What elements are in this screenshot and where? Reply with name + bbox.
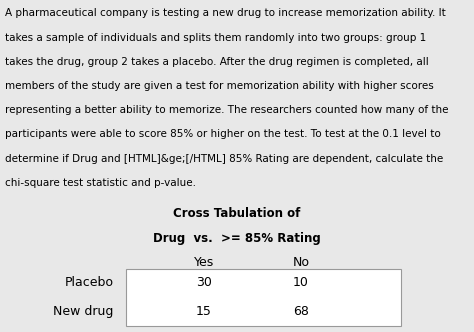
Text: determine if Drug and [HTML]&ge;[/HTML] 85% Rating are dependent, calculate the: determine if Drug and [HTML]&ge;[/HTML] … bbox=[5, 154, 443, 164]
Text: takes the drug, group 2 takes a placebo. After the drug regimen is completed, al: takes the drug, group 2 takes a placebo.… bbox=[5, 57, 428, 67]
Text: 15: 15 bbox=[196, 305, 212, 318]
Text: Yes: Yes bbox=[194, 256, 214, 269]
Text: members of the study are given a test for memorization ability with higher score: members of the study are given a test fo… bbox=[5, 81, 434, 91]
Text: Placebo: Placebo bbox=[65, 277, 114, 290]
Text: chi-square test statistic and p-value.: chi-square test statistic and p-value. bbox=[5, 178, 196, 188]
Text: A pharmaceutical company is testing a new drug to increase memorization ability.: A pharmaceutical company is testing a ne… bbox=[5, 8, 446, 18]
Text: takes a sample of individuals and splits them randomly into two groups: group 1: takes a sample of individuals and splits… bbox=[5, 33, 426, 42]
Text: 30: 30 bbox=[196, 277, 212, 290]
Text: Drug  vs.  >= 85% Rating: Drug vs. >= 85% Rating bbox=[153, 232, 321, 245]
Text: 10: 10 bbox=[293, 277, 309, 290]
Text: participants were able to score 85% or higher on the test. To test at the 0.1 le: participants were able to score 85% or h… bbox=[5, 129, 440, 139]
Text: representing a better ability to memorize. The researchers counted how many of t: representing a better ability to memoriz… bbox=[5, 105, 448, 115]
Text: 68: 68 bbox=[293, 305, 309, 318]
Text: New drug: New drug bbox=[54, 305, 114, 318]
FancyBboxPatch shape bbox=[126, 269, 401, 326]
Text: No: No bbox=[292, 256, 310, 269]
Text: Cross Tabulation of: Cross Tabulation of bbox=[173, 207, 301, 220]
